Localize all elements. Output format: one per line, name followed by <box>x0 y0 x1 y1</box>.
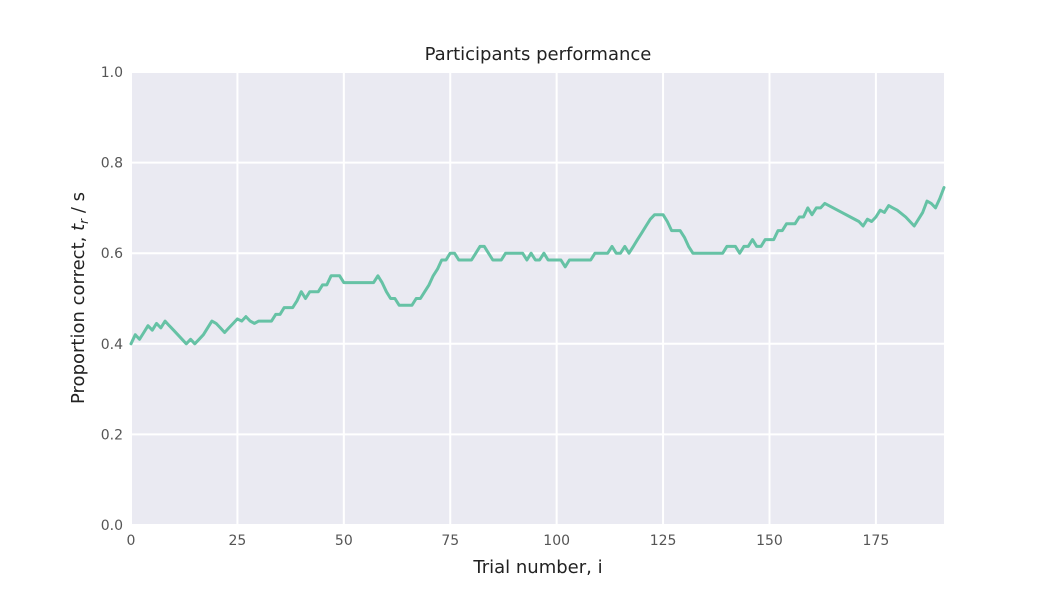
chart-title: Participants performance <box>425 44 652 65</box>
x-tick-label: 150 <box>756 533 783 549</box>
y-axis-label-suffix: / s <box>68 192 89 219</box>
plot-area <box>131 72 944 525</box>
y-tick-label: 0.4 <box>101 337 123 353</box>
x-tick-label: 75 <box>441 533 459 549</box>
y-tick-label: 0.2 <box>101 427 123 443</box>
x-tick-label: 50 <box>335 533 353 549</box>
x-axis-label: Trial number, i <box>472 557 602 578</box>
x-tick-label: 0 <box>127 533 136 549</box>
x-tick-labels: 0 25 50 75 100 125 150 175 <box>127 533 890 549</box>
y-tick-labels: 0.0 0.2 0.4 0.6 0.8 1.0 <box>101 65 123 534</box>
y-tick-label: 0.8 <box>101 156 123 172</box>
y-axis-label-text: Proportion correct, <box>68 231 89 404</box>
x-tick-label: 175 <box>863 533 890 549</box>
x-tick-label: 100 <box>543 533 570 549</box>
y-tick-label: 0.6 <box>101 246 123 262</box>
x-tick-label: 125 <box>650 533 677 549</box>
y-tick-label: 0.0 <box>101 518 123 534</box>
x-tick-label: 25 <box>228 533 246 549</box>
y-tick-label: 1.0 <box>101 65 123 81</box>
y-axis-label: Proportion correct, tr / s <box>68 192 91 404</box>
